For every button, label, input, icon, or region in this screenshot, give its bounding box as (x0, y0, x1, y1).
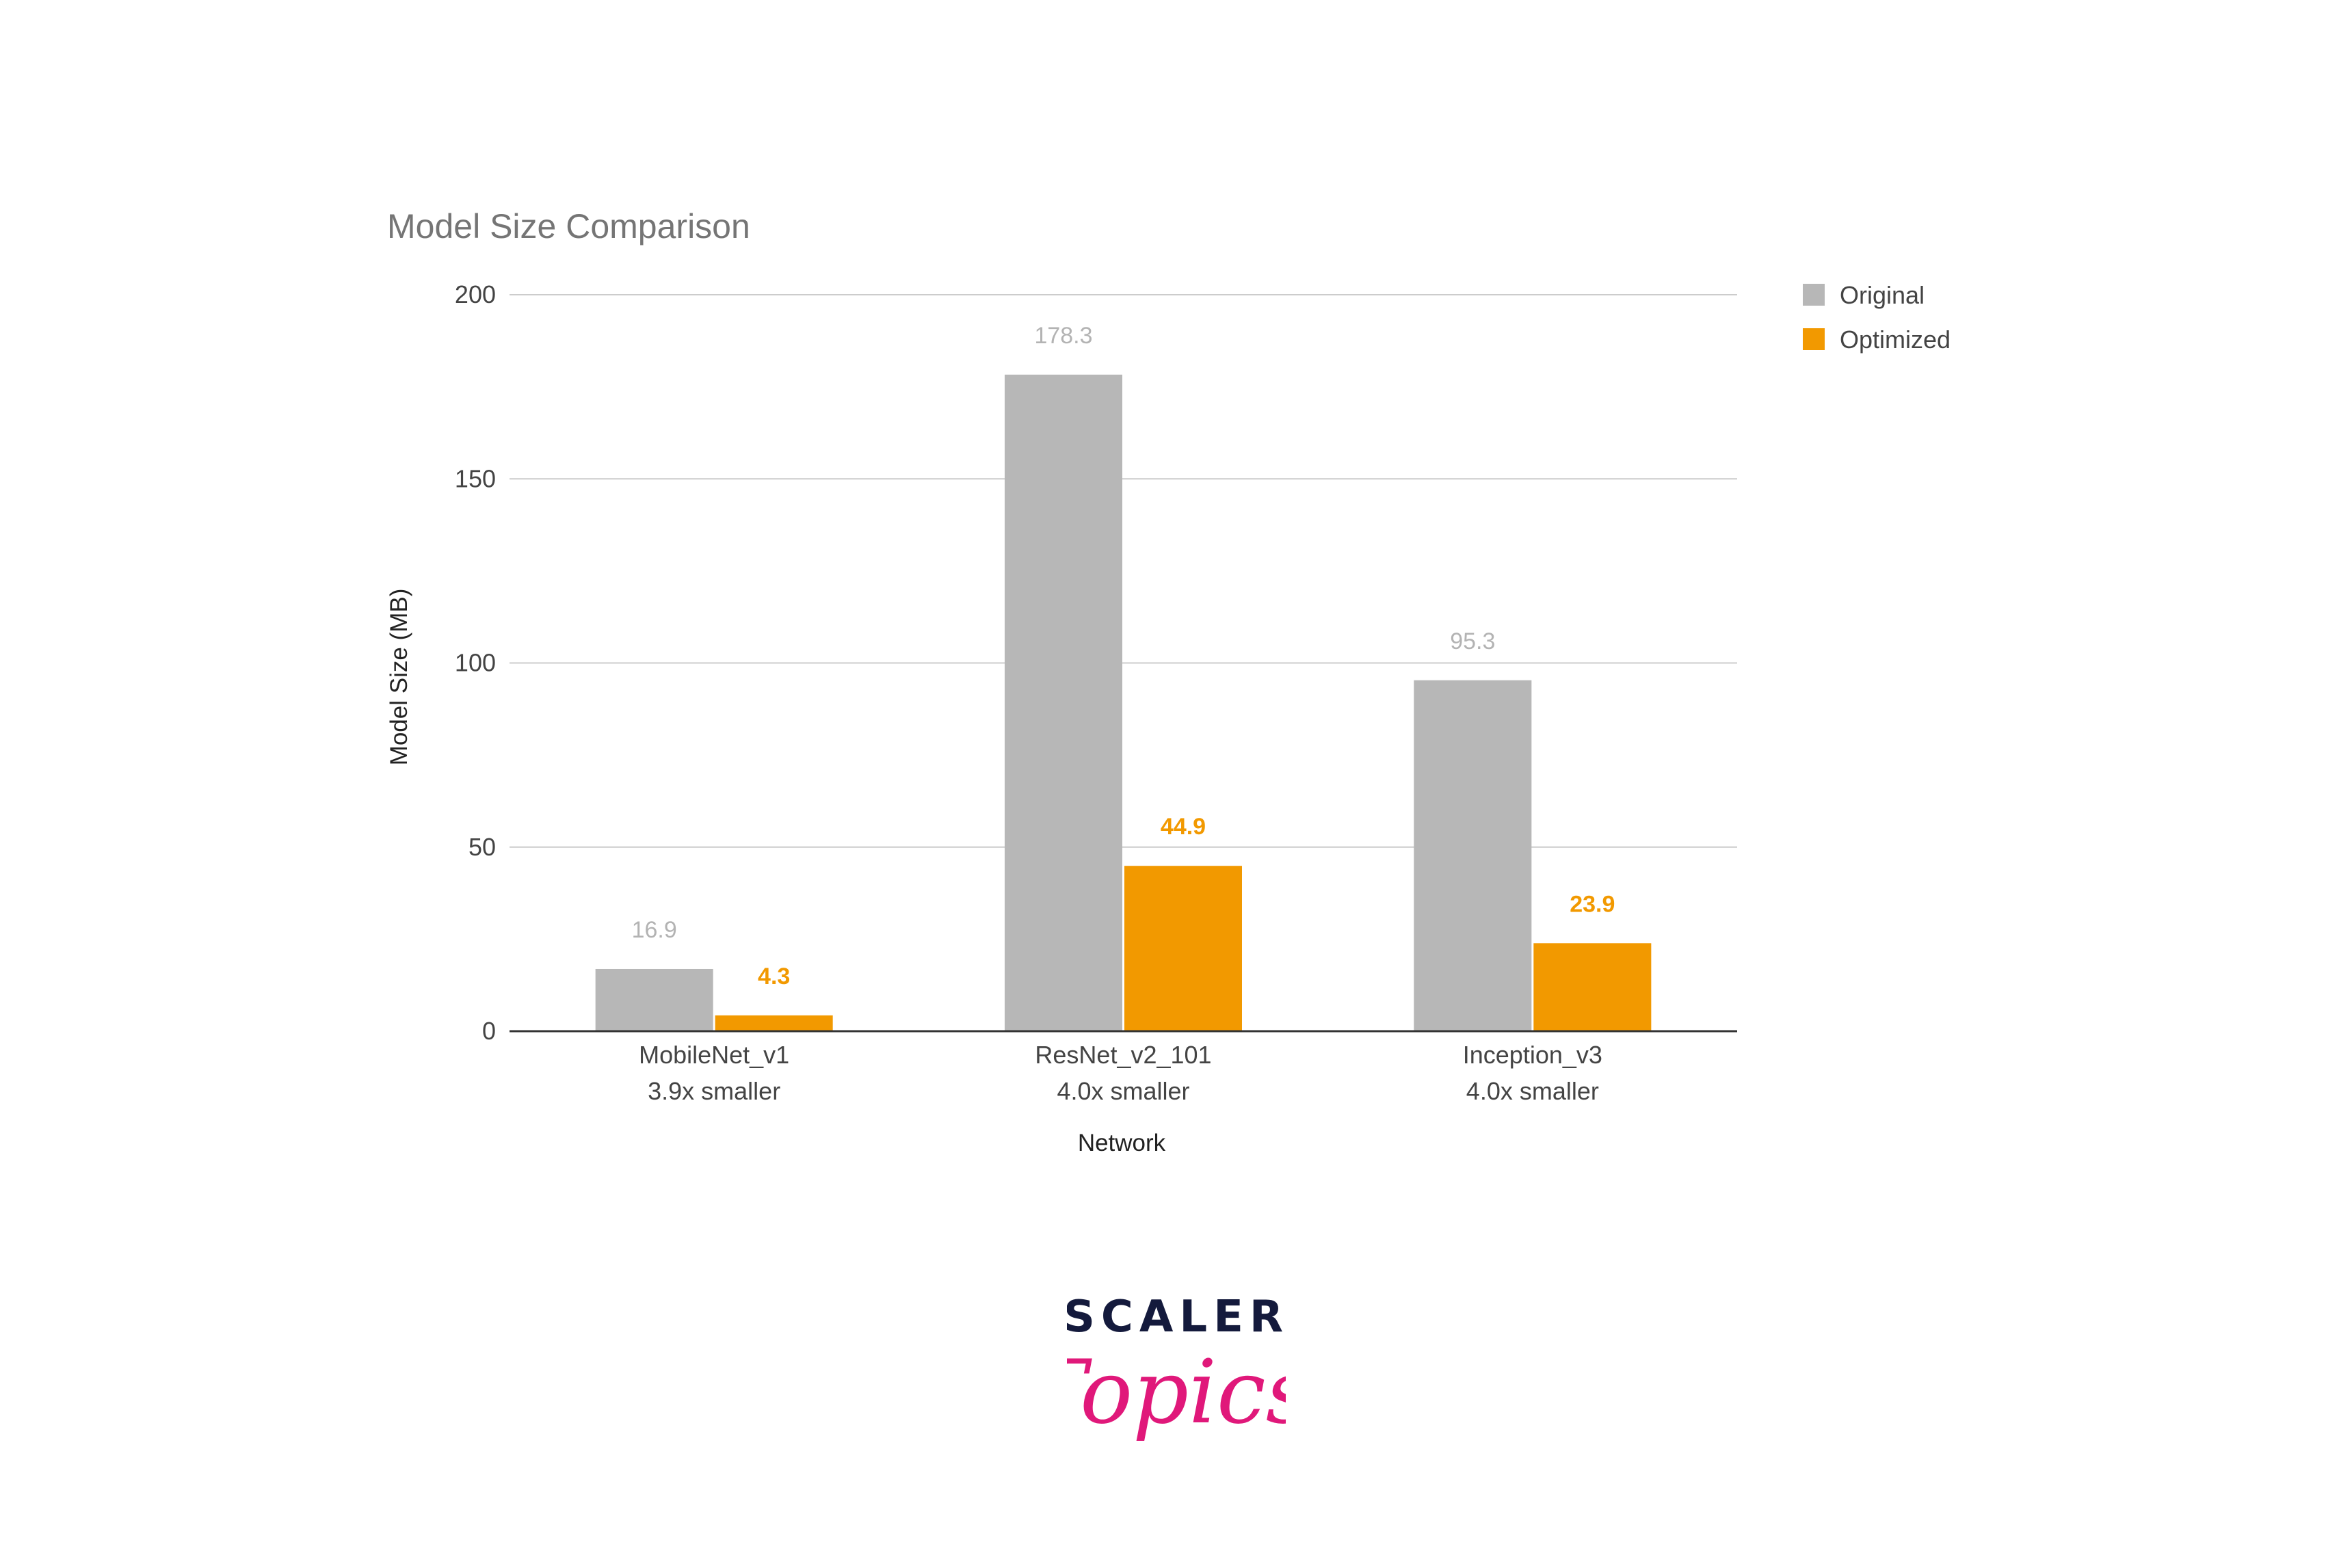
logo-wordmark: SCALER (1067, 1292, 1286, 1342)
logo-script: Topics (1067, 1342, 1286, 1444)
data-label: 23.9 (1570, 891, 1615, 917)
legend-swatch-original (1803, 284, 1825, 306)
x-category-label: Inception_v3 (1463, 1041, 1602, 1069)
x-category-note: 3.9x smaller (648, 1077, 780, 1105)
legend-label-original: Original (1840, 281, 1925, 309)
y-tick-label: 150 (455, 464, 496, 492)
data-label: 178.3 (1034, 323, 1092, 349)
x-category-note: 4.0x smaller (1057, 1077, 1189, 1105)
legend: Original Optimized (1803, 281, 1951, 354)
legend-swatch-optimized (1803, 328, 1825, 350)
bar-original-resnet_v2_101 (1005, 374, 1122, 1031)
y-tick-label: 0 (482, 1017, 496, 1045)
data-label: 95.3 (1450, 628, 1495, 654)
bar-original-mobilenet_v1 (595, 968, 713, 1031)
data-label: 44.9 (1161, 814, 1206, 840)
y-tick-label: 200 (455, 280, 496, 308)
data-labels: 16.9 4.3 178.3 44.9 95.3 23.9 (632, 323, 1615, 989)
legend-label-optimized: Optimized (1840, 325, 1951, 354)
chart-title: Model Size Comparison (387, 207, 750, 245)
y-axis-ticks: 0 50 100 150 200 (455, 280, 496, 1045)
x-category-note: 4.0x smaller (1466, 1077, 1599, 1105)
y-tick-label: 50 (468, 833, 496, 861)
x-category-label: ResNet_v2_101 (1035, 1041, 1211, 1069)
bar-optimized-inception_v3 (1533, 943, 1652, 1031)
bar-optimized-resnet_v2_101 (1124, 866, 1242, 1031)
y-axis-title: Model Size (MB) (386, 589, 412, 766)
bar-optimized-mobilenet_v1 (715, 1015, 833, 1031)
x-category-label: MobileNet_v1 (639, 1041, 789, 1069)
data-label: 4.3 (758, 964, 790, 989)
gridlines (510, 294, 1737, 848)
scaler-topics-logo: SCALER Topics (1067, 1292, 1286, 1444)
x-axis-categories: MobileNet_v1 3.9x smaller ResNet_v2_101 4.0… (639, 1041, 1602, 1105)
data-label: 16.9 (632, 917, 677, 943)
bar-original-inception_v3 (1414, 680, 1532, 1031)
bars (595, 374, 1652, 1031)
y-tick-label: 100 (455, 649, 496, 677)
x-axis-title: Network (1078, 1130, 1166, 1156)
